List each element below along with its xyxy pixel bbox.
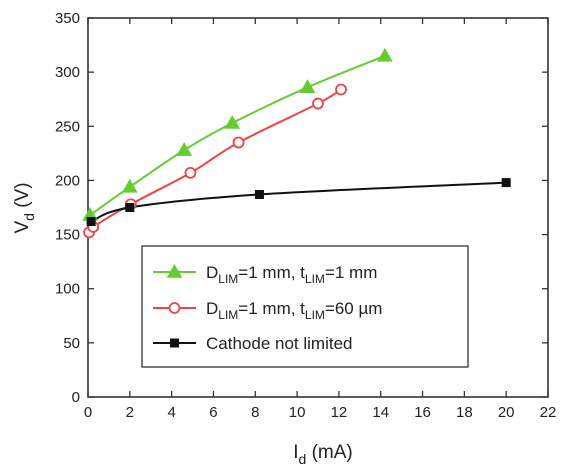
legend-label-black: Cathode not limited [206,334,352,353]
y-tick-label: 0 [72,389,80,406]
x-tick-label: 0 [84,404,92,421]
data-point-green [176,142,193,156]
y-tick-label: 100 [55,281,80,298]
y-tick-label: 150 [55,227,80,244]
x-tick-label: 14 [372,404,389,421]
data-point-black [254,190,264,200]
data-point-black [125,203,135,212]
y-axis-title: Vd (V) [12,182,37,233]
data-point-red [335,83,347,96]
legend-marker-red [168,302,181,314]
y-tick-label: 200 [55,172,80,189]
x-tick-label: 4 [167,404,175,421]
legend-label-green: DLIM=1 mm, tLIM=1 mm [206,263,377,286]
x-tick-label: 18 [456,404,473,421]
data-point-green [224,115,241,129]
data-point-black [501,178,511,188]
x-tick-label: 16 [414,404,431,421]
legend-marker-green [166,263,183,278]
y-tick-label: 250 [55,118,80,135]
data-point-red [184,166,197,179]
x-tick-label: 2 [126,404,134,421]
x-tick-label: 22 [540,404,557,421]
x-tick-label: 8 [251,404,259,421]
x-tick-label: 20 [498,404,515,421]
data-point-green [299,79,316,94]
data-point-green [121,178,138,193]
y-tick-label: 50 [63,335,80,352]
legend-box [141,245,469,368]
y-tick-label: 300 [55,64,80,81]
x-tick-label: 12 [331,404,348,421]
data-point-red [232,136,245,149]
data-point-black [86,217,96,227]
x-tick-label: 10 [289,404,306,421]
legend-marker-black [170,338,179,348]
data-point-red [312,97,324,110]
plot-area-frame [87,17,549,398]
x-axis-title: Id (mA) [293,442,353,467]
legend-label-red: DLIM=1 mm, tLIM=60 µm [206,299,382,322]
data-point-green [377,47,393,62]
series-line-black [90,181,507,223]
y-tick-label: 350 [55,10,80,27]
x-tick-label: 6 [209,404,217,421]
